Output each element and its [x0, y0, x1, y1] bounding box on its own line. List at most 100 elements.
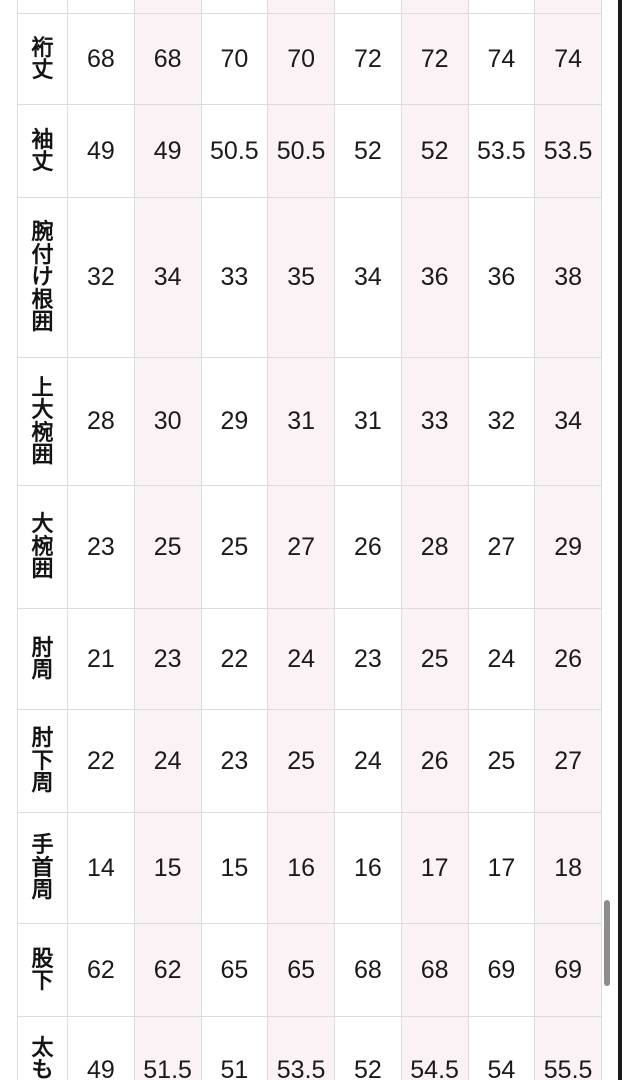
- row-label-cell: 裄丈: [17, 13, 68, 105]
- table-cell: [200, 0, 269, 14]
- table-cell: 17: [467, 812, 536, 924]
- table-cell: 24: [267, 608, 335, 710]
- table-cell: 51: [200, 1016, 269, 1080]
- table-cell: 55.5: [534, 1016, 602, 1080]
- table-cell: 62: [133, 923, 202, 1017]
- table-cell: 23: [200, 709, 269, 813]
- table-row: 腕付け根囲 32 34 33 35 34 36 36 38: [17, 197, 602, 358]
- table-cell: [534, 0, 602, 14]
- row-label-cell: 大椀囲: [17, 485, 68, 609]
- table-cell: 25: [467, 709, 536, 813]
- table-cell: 68: [400, 923, 469, 1017]
- vertical-scrollbar-thumb[interactable]: [604, 900, 610, 986]
- table-cell: 29: [534, 485, 602, 609]
- table-cell: 49: [67, 104, 135, 198]
- table-cell: 28: [67, 357, 135, 486]
- table-row: [17, 0, 602, 14]
- table-cell: [67, 0, 135, 14]
- table-cell: 65: [267, 923, 335, 1017]
- table-cell: 27: [467, 485, 536, 609]
- row-label-cell: 太もも: [17, 1016, 68, 1080]
- table-cell: 30: [133, 357, 202, 486]
- table-cell: 69: [467, 923, 536, 1017]
- table-cell: 17: [400, 812, 469, 924]
- table-cell: 28: [400, 485, 469, 609]
- table-cell: 49: [67, 1016, 135, 1080]
- table-row: 肘下周 22 24 23 25 24 26 25 27: [17, 709, 602, 813]
- table-cell: 50.5: [200, 104, 269, 198]
- size-chart-table-container: 裄丈 68 68 70 70 72 72 74 74 袖丈 49 49 50.5…: [17, 0, 602, 1080]
- table-cell: 31: [267, 357, 335, 486]
- table-cell: 18: [534, 812, 602, 924]
- table-cell: 22: [67, 709, 135, 813]
- page-right-edge: [618, 0, 622, 1080]
- vertical-scrollbar-track[interactable]: [602, 0, 618, 1080]
- table-cell: 68: [133, 13, 202, 105]
- row-label-cell: 肘下周: [17, 709, 68, 813]
- table-cell: 21: [67, 608, 135, 710]
- table-cell: 16: [334, 812, 402, 924]
- table-cell: 36: [467, 197, 536, 358]
- table-cell: 26: [534, 608, 602, 710]
- table-cell: 52: [334, 1016, 402, 1080]
- table-row: 手首周 14 15 15 16 16 17 17 18: [17, 812, 602, 924]
- table-cell: 15: [200, 812, 269, 924]
- table-cell: 72: [400, 13, 469, 105]
- table-row: 大椀囲 23 25 25 27 26 28 27 29: [17, 485, 602, 609]
- table-cell: 34: [334, 197, 402, 358]
- table-cell: 31: [334, 357, 402, 486]
- table-cell: 70: [267, 13, 335, 105]
- table-cell: 53.5: [267, 1016, 335, 1080]
- row-label-cell: 股下: [17, 923, 68, 1017]
- table-cell: 14: [67, 812, 135, 924]
- table-row: 肘周 21 23 22 24 23 25 24 26: [17, 608, 602, 710]
- table-cell: [133, 0, 202, 14]
- table-cell: 23: [133, 608, 202, 710]
- table-cell: 69: [534, 923, 602, 1017]
- row-label-cell: 上大椀囲: [17, 357, 68, 486]
- table-cell: 34: [534, 357, 602, 486]
- table-cell: [267, 0, 335, 14]
- table-cell: 49: [133, 104, 202, 198]
- table-cell: 16: [267, 812, 335, 924]
- table-cell: 68: [334, 923, 402, 1017]
- table-row: 裄丈 68 68 70 70 72 72 74 74: [17, 13, 602, 105]
- table-cell: 24: [133, 709, 202, 813]
- table-cell: 15: [133, 812, 202, 924]
- table-row: 股下 62 62 65 65 68 68 69 69: [17, 923, 602, 1017]
- table-cell: 52: [400, 104, 469, 198]
- row-label-cell: [17, 0, 68, 14]
- table-cell: 54.5: [400, 1016, 469, 1080]
- table-cell: 22: [200, 608, 269, 710]
- table-cell: 74: [534, 13, 602, 105]
- table-cell: 74: [467, 13, 536, 105]
- table-cell: 25: [400, 608, 469, 710]
- table-cell: 68: [67, 13, 135, 105]
- size-chart-table-body: 裄丈 68 68 70 70 72 72 74 74 袖丈 49 49 50.5…: [17, 0, 602, 1080]
- table-row: 上大椀囲 28 30 29 31 31 33 32 34: [17, 357, 602, 486]
- table-cell: 32: [67, 197, 135, 358]
- table-cell: 72: [334, 13, 402, 105]
- table-cell: 26: [400, 709, 469, 813]
- table-cell: 70: [200, 13, 269, 105]
- table-cell: 62: [67, 923, 135, 1017]
- table-cell: 25: [200, 485, 269, 609]
- table-cell: [467, 0, 536, 14]
- table-cell: 33: [400, 357, 469, 486]
- table-cell: 35: [267, 197, 335, 358]
- row-label-cell: 肘周: [17, 608, 68, 710]
- table-cell: 52: [334, 104, 402, 198]
- table-cell: 51.5: [133, 1016, 202, 1080]
- table-cell: 23: [67, 485, 135, 609]
- row-label-cell: 腕付け根囲: [17, 197, 68, 358]
- table-cell: 24: [467, 608, 536, 710]
- table-cell: 26: [334, 485, 402, 609]
- table-row: 袖丈 49 49 50.5 50.5 52 52 53.5 53.5: [17, 104, 602, 198]
- table-row: 太もも 49 51.5 51 53.5 52 54.5 54 55.5: [17, 1016, 602, 1080]
- table-cell: 65: [200, 923, 269, 1017]
- size-chart-table: 裄丈 68 68 70 70 72 72 74 74 袖丈 49 49 50.5…: [17, 0, 602, 1080]
- table-cell: 27: [267, 485, 335, 609]
- table-cell: 36: [400, 197, 469, 358]
- row-label-cell: 袖丈: [17, 104, 68, 198]
- row-label-cell: 手首周: [17, 812, 68, 924]
